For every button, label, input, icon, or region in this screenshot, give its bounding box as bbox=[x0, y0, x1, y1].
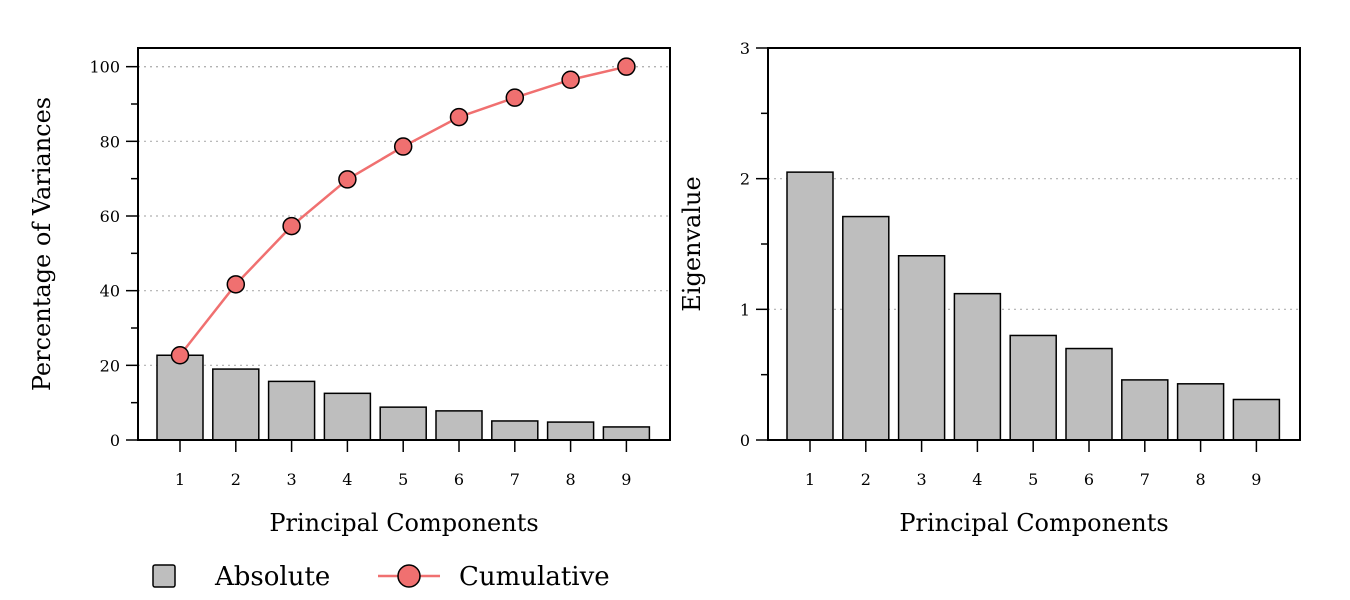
left-y-tick-label: 60 bbox=[100, 207, 120, 226]
left-y-tick-label: 20 bbox=[100, 356, 120, 375]
cumulative-point-9 bbox=[617, 57, 636, 76]
right-x-tick-label: 4 bbox=[972, 470, 982, 489]
right-x-tick-label: 2 bbox=[861, 470, 871, 489]
right-x-tick-label: 3 bbox=[917, 470, 927, 489]
left-bar-5 bbox=[379, 406, 427, 441]
right-gridlines bbox=[768, 178, 1300, 310]
right-x-tick-label: 8 bbox=[1196, 470, 1206, 489]
legend-cumulative-marker bbox=[397, 564, 421, 588]
left-x-tick-label: 7 bbox=[510, 470, 520, 489]
cumulative-point-3 bbox=[282, 216, 301, 236]
left-bars bbox=[156, 354, 651, 441]
cumulative-point-5 bbox=[393, 137, 413, 156]
right-bar-7 bbox=[1121, 379, 1169, 441]
right-y-axis: 0 1 2 3 bbox=[740, 39, 768, 450]
cumulative-point-2 bbox=[226, 275, 246, 294]
left-y-tick-label: 0 bbox=[110, 431, 120, 450]
left-bar-8 bbox=[546, 421, 595, 441]
right-x-tick-label: 5 bbox=[1028, 470, 1038, 489]
left-gridlines bbox=[138, 66, 670, 366]
right-x-tick-label: 1 bbox=[805, 470, 815, 489]
left-x-axis-title: Principal Components bbox=[269, 509, 538, 537]
legend-absolute-label: Absolute bbox=[214, 562, 330, 592]
cumulative-series-line bbox=[179, 65, 627, 357]
right-bars bbox=[786, 171, 1281, 441]
right-x-tick-label: 7 bbox=[1140, 470, 1150, 489]
right-bar-5 bbox=[1009, 334, 1057, 441]
cumulative-point-6 bbox=[449, 107, 469, 127]
left-x-tick-label: 2 bbox=[231, 470, 241, 489]
left-bar-7 bbox=[491, 420, 539, 441]
right-bar-8 bbox=[1176, 383, 1225, 441]
left-bar-2 bbox=[212, 368, 260, 441]
cumulative-point-1 bbox=[170, 346, 190, 365]
right-y-axis-title: Eigenvalue bbox=[678, 176, 706, 311]
right-x-tick-label: 9 bbox=[1251, 470, 1261, 489]
right-x-tick-label: 6 bbox=[1084, 470, 1094, 489]
left-y-tick-label: 40 bbox=[100, 282, 120, 301]
left-x-tick-label: 5 bbox=[398, 470, 408, 489]
left-x-axis: 1 2 3 4 5 6 7 8 9 bbox=[175, 440, 631, 489]
right-x-axis: 1 2 3 4 5 6 7 8 9 bbox=[805, 440, 1261, 489]
right-y-tick-label: 3 bbox=[740, 39, 750, 58]
cumulative-point-7 bbox=[505, 88, 525, 107]
left-bar-9 bbox=[602, 426, 651, 441]
eigenvalue-chart: 0 1 2 3 1 2 3 4 5 6 7 8 9 Principal Components Eige… bbox=[678, 39, 1301, 537]
right-x-axis-title: Principal Components bbox=[899, 509, 1168, 537]
left-x-tick-label: 8 bbox=[566, 470, 576, 489]
right-y-tick-label: 0 bbox=[740, 431, 750, 450]
right-bar-6 bbox=[1065, 347, 1113, 441]
left-bar-1 bbox=[156, 354, 204, 441]
legend: Absolute Cumulative bbox=[152, 562, 610, 592]
left-y-tick-label: 80 bbox=[100, 132, 120, 151]
right-y-tick-label: 2 bbox=[740, 170, 750, 189]
right-bar-1 bbox=[786, 171, 834, 441]
left-y-tick-label: 100 bbox=[89, 58, 120, 77]
left-x-tick-label: 1 bbox=[175, 470, 185, 489]
left-y-axis-title: Percentage of Variances bbox=[28, 97, 56, 391]
left-x-tick-label: 3 bbox=[287, 470, 297, 489]
left-x-tick-label: 9 bbox=[621, 470, 631, 489]
left-y-axis: 0 20 40 60 80 100 bbox=[89, 58, 138, 450]
cumulative-point-4 bbox=[338, 170, 357, 189]
left-plot-frame bbox=[137, 47, 671, 441]
left-bar-6 bbox=[435, 410, 483, 441]
right-bar-2 bbox=[842, 215, 890, 441]
left-cumulative-line bbox=[170, 57, 636, 365]
right-bar-4 bbox=[953, 292, 1002, 441]
cumulative-point-8 bbox=[561, 70, 580, 89]
left-x-tick-label: 4 bbox=[342, 470, 352, 489]
variance-chart: 0 20 40 60 80 100 1 2 3 4 5 6 7 8 9 Principal Compone… bbox=[28, 47, 671, 537]
left-bar-3 bbox=[267, 380, 316, 441]
legend-absolute-swatch bbox=[152, 564, 176, 588]
right-bar-3 bbox=[897, 255, 946, 441]
right-bar-9 bbox=[1232, 398, 1281, 441]
left-x-tick-label: 6 bbox=[454, 470, 464, 489]
legend-cumulative-label: Cumulative bbox=[459, 562, 610, 592]
right-y-tick-label: 1 bbox=[740, 300, 750, 319]
left-bar-4 bbox=[323, 392, 372, 441]
